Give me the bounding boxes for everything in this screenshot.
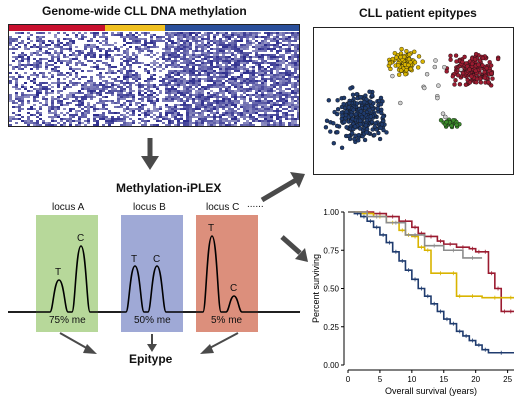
locus-a-peaks bbox=[8, 245, 91, 313]
epitype-label: Epitype bbox=[129, 352, 173, 366]
y-tick-label: 1.00 bbox=[323, 208, 339, 217]
heatmap-group-bar bbox=[105, 25, 165, 31]
locus-b-c-label: C bbox=[153, 254, 161, 265]
arrow-down-right-icon bbox=[280, 235, 302, 255]
locus-a-label: locus A bbox=[52, 202, 85, 213]
arrow-locusA-to-epitype bbox=[59, 332, 91, 351]
arrow-locusC-head bbox=[200, 344, 214, 354]
arrow-down-right-head bbox=[295, 248, 308, 262]
iplex-title: Methylation-iPLEX bbox=[116, 181, 222, 195]
x-tick-label: 5 bbox=[378, 375, 383, 384]
loci-ellipsis: ...... bbox=[247, 199, 264, 210]
locus-c-label: locus C bbox=[206, 202, 240, 213]
y-tick-label: 0.25 bbox=[323, 323, 339, 332]
censor-marks-0 bbox=[366, 210, 512, 314]
survival-chart: 0.00 0.25 0.50 0.75 1.00 0 5 10 15 20 25 Overall su… bbox=[311, 208, 514, 396]
arrow-down-head bbox=[141, 156, 159, 170]
x-tick-label: 0 bbox=[346, 375, 351, 384]
locus-a-pct: 75% me bbox=[49, 315, 86, 326]
scatter-canvas bbox=[323, 46, 501, 151]
heatmap-cells bbox=[9, 32, 299, 126]
locus-c-t-label: T bbox=[208, 223, 215, 234]
cluster-yellow bbox=[386, 46, 425, 77]
x-axis-label: Overall survival (years) bbox=[385, 386, 477, 396]
x-tick-label: 10 bbox=[407, 375, 416, 384]
arrow-up-right-head bbox=[290, 172, 305, 188]
heatmap-title: Genome-wide CLL DNA methylation bbox=[42, 4, 247, 18]
epitype-scatter-plot bbox=[313, 27, 514, 175]
cluster-red bbox=[444, 51, 501, 88]
locus-c-peaks bbox=[166, 235, 300, 313]
survival-curve-0 bbox=[348, 211, 514, 313]
arrow-locusA-head bbox=[83, 344, 97, 354]
locus-c-pct: 5% me bbox=[211, 315, 243, 326]
x-tick-label: 25 bbox=[503, 375, 512, 384]
locus-b-peaks bbox=[90, 265, 167, 313]
locus-b-pct: 50% me bbox=[134, 315, 171, 326]
survival-curve-2 bbox=[348, 211, 514, 354]
y-tick-label: 0.00 bbox=[323, 361, 339, 370]
censor-marks-3 bbox=[376, 214, 473, 260]
heatmap-group-bar bbox=[165, 25, 299, 31]
methylation-heatmap bbox=[8, 24, 300, 127]
y-tick-label: 0.75 bbox=[323, 246, 339, 255]
locus-c-c-label: C bbox=[230, 283, 238, 294]
censor-marks-2 bbox=[357, 211, 502, 355]
locus-a-t-label: T bbox=[55, 267, 62, 278]
cluster-grey bbox=[390, 58, 464, 120]
y-tick-label: 0.50 bbox=[323, 285, 339, 294]
cluster-blue bbox=[323, 85, 389, 151]
arrow-locusB-head bbox=[147, 344, 157, 352]
y-axis-label: Percent surviving bbox=[311, 254, 321, 323]
locus-b-t-label: T bbox=[131, 254, 138, 265]
arrow-up-right-icon bbox=[260, 177, 298, 203]
epitypes-title: CLL patient epitypes bbox=[359, 6, 477, 20]
x-tick-label: 15 bbox=[439, 375, 448, 384]
locus-b-label: locus B bbox=[133, 202, 166, 213]
heatmap-canvas bbox=[9, 25, 299, 126]
x-tick-label: 20 bbox=[471, 375, 480, 384]
heatmap-group-bar bbox=[9, 25, 105, 31]
locus-a-c-label: C bbox=[77, 233, 85, 244]
cluster-green bbox=[438, 117, 462, 130]
